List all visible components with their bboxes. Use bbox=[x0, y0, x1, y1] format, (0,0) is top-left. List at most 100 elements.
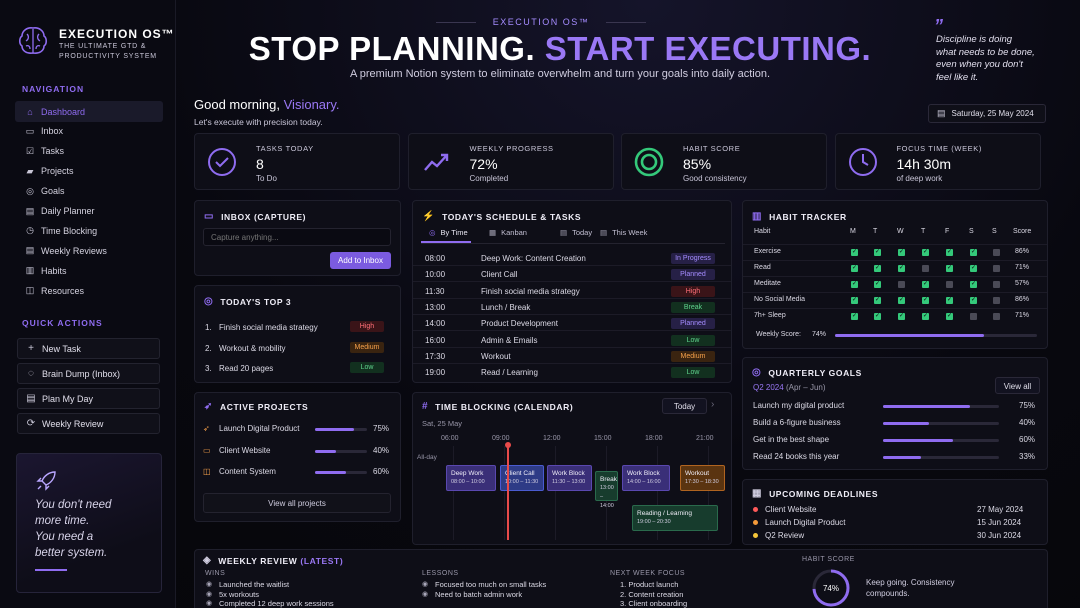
grid-icon: # bbox=[422, 401, 429, 412]
nav-item-inbox[interactable]: ▭ Inbox bbox=[15, 121, 163, 142]
quick-action-plan-my-day[interactable]: ▤ Plan My Day bbox=[17, 388, 160, 409]
schedule-row[interactable]: 14:00 Product Development Planned bbox=[413, 317, 731, 332]
habit-check-done[interactable]: ✓ bbox=[922, 249, 929, 256]
habit-check-done[interactable]: ✓ bbox=[898, 249, 905, 256]
habit-check-empty[interactable] bbox=[993, 281, 1000, 288]
schedule-row[interactable]: 19:00 Read / Learning Low bbox=[413, 366, 731, 380]
habit-check-empty[interactable] bbox=[898, 281, 905, 288]
nav-item-habits[interactable]: ▥ Habits bbox=[15, 260, 163, 281]
habit-check-done[interactable]: ✓ bbox=[851, 265, 858, 272]
habit-check-empty[interactable] bbox=[993, 249, 1000, 256]
habit-check-empty[interactable] bbox=[993, 265, 1000, 272]
habit-check-done[interactable]: ✓ bbox=[851, 313, 858, 320]
date-chip[interactable]: ▤ Saturday, 25 May 2024 bbox=[928, 104, 1046, 123]
project-row[interactable]: ◫ Content System 60% bbox=[195, 466, 400, 480]
nav-item-dashboard[interactable]: ⌂ Dashboard bbox=[15, 101, 163, 122]
habit-check-done[interactable]: ✓ bbox=[946, 297, 953, 304]
habit-check-done[interactable]: ✓ bbox=[946, 265, 953, 272]
quick-action-label: Brain Dump (Inbox) bbox=[42, 368, 121, 379]
tab-by-time[interactable]: ◎ By Time bbox=[429, 228, 468, 237]
habit-check-done[interactable]: ✓ bbox=[922, 297, 929, 304]
habit-check-done[interactable]: ✓ bbox=[970, 281, 977, 288]
habit-check-done[interactable]: ✓ bbox=[851, 249, 858, 256]
tab-label: This Week bbox=[612, 228, 648, 237]
habit-check-done[interactable]: ✓ bbox=[922, 281, 929, 288]
hero-kicker-row: EXECUTION OS™ bbox=[436, 16, 646, 30]
quick-action-brain-dump-inbox[interactable]: ◌ Brain Dump (Inbox) bbox=[17, 363, 160, 384]
habit-check-done[interactable]: ✓ bbox=[874, 313, 881, 320]
habit-col-header: Habit bbox=[754, 228, 771, 235]
habit-check-done[interactable]: ✓ bbox=[874, 281, 881, 288]
event-name: Client Call bbox=[505, 470, 535, 477]
goal-row[interactable]: Launch my digital product 75% bbox=[743, 400, 1047, 413]
habit-check-done[interactable]: ✓ bbox=[851, 297, 858, 304]
tab-today[interactable]: ▤ Today bbox=[560, 228, 592, 237]
quick-action-weekly-review[interactable]: ⟳ Weekly Review bbox=[17, 413, 160, 434]
top3-item[interactable]: 3. Read 20 pages Low bbox=[195, 362, 400, 377]
nav-item-tasks[interactable]: ☑ Tasks bbox=[15, 141, 163, 162]
calendar-event[interactable]: Deep Work 08:00 – 10:00 bbox=[446, 465, 496, 491]
habit-check-empty[interactable] bbox=[922, 265, 929, 272]
habit-check-done[interactable]: ✓ bbox=[922, 313, 929, 320]
schedule-row[interactable]: 10:00 Client Call Planned bbox=[413, 268, 731, 283]
weekly-score-label: Weekly Score: bbox=[756, 331, 801, 338]
goal-row[interactable]: Build a 6-figure business 40% bbox=[743, 417, 1047, 430]
calendar-event[interactable]: Work Block 11:30 – 13:00 bbox=[547, 465, 592, 491]
quick-action-label: New Task bbox=[42, 343, 81, 354]
deadline-row[interactable]: Q2 Review 30 Jun 2024 bbox=[743, 530, 1047, 542]
habit-check-done[interactable]: ✓ bbox=[970, 265, 977, 272]
schedule-row[interactable]: 11:30 Finish social media strategy High bbox=[413, 285, 731, 299]
inbox-capture-input[interactable] bbox=[203, 228, 391, 246]
habit-check-done[interactable]: ✓ bbox=[946, 313, 953, 320]
habit-check-done[interactable]: ✓ bbox=[874, 249, 881, 256]
nav-item-goals[interactable]: ◎ Goals bbox=[15, 181, 163, 202]
tab-this-week[interactable]: ▤ This Week bbox=[600, 228, 647, 237]
schedule-row[interactable]: 13:00 Lunch / Break Break bbox=[413, 301, 731, 315]
habit-check-done[interactable]: ✓ bbox=[851, 281, 858, 288]
quick-action-new-task[interactable]: + New Task bbox=[17, 338, 160, 359]
project-row[interactable]: ▭ Client Website 40% bbox=[195, 445, 400, 459]
habit-check-done[interactable]: ✓ bbox=[898, 297, 905, 304]
habit-check-done[interactable]: ✓ bbox=[898, 313, 905, 320]
habit-check-done[interactable]: ✓ bbox=[874, 297, 881, 304]
habit-check-done[interactable]: ✓ bbox=[898, 265, 905, 272]
tab-kanban[interactable]: ▦ Kanban bbox=[489, 228, 527, 237]
habit-check-done[interactable]: ✓ bbox=[970, 249, 977, 256]
quote-line-1: Discipline is doing bbox=[936, 34, 1013, 45]
top3-item[interactable]: 2. Workout & mobility Medium bbox=[195, 341, 400, 357]
goal-row[interactable]: Read 24 books this year 33% bbox=[743, 451, 1047, 464]
calendar-event[interactable]: Workout 17:30 – 18:30 bbox=[680, 465, 725, 491]
today-button[interactable]: Today bbox=[662, 398, 707, 414]
status-badge: Planned bbox=[671, 318, 715, 330]
calendar-event[interactable]: Work Block 14:00 – 16:00 bbox=[622, 465, 670, 491]
chevron-right-icon[interactable]: › bbox=[711, 399, 715, 410]
view-all-projects-button[interactable]: View all projects bbox=[203, 493, 391, 513]
habit-check-empty[interactable] bbox=[946, 281, 953, 288]
habit-check-empty[interactable] bbox=[993, 297, 1000, 304]
deadline-row[interactable]: Client Website 27 May 2024 bbox=[743, 504, 1047, 516]
deadline-row[interactable]: Launch Digital Product 15 Jun 2024 bbox=[743, 517, 1047, 529]
habit-check-empty[interactable] bbox=[970, 313, 977, 320]
schedule-row[interactable]: 08:00 Deep Work: Content Creation In Progr… bbox=[413, 252, 731, 266]
calendar-event[interactable]: Reading / Learning 19:00 – 20:30 bbox=[632, 505, 718, 531]
habit-check-done[interactable]: ✓ bbox=[970, 297, 977, 304]
stat-label: HABIT SCORE bbox=[683, 144, 741, 153]
habit-check-done[interactable]: ✓ bbox=[874, 265, 881, 272]
calendar-event[interactable]: Break 13:00 – 14:00 bbox=[595, 471, 618, 509]
project-row[interactable]: ➶ Launch Digital Product 75% bbox=[195, 423, 400, 437]
goal-row[interactable]: Get in the best shape 60% bbox=[743, 434, 1047, 447]
schedule-row[interactable]: 17:30 Workout Medium bbox=[413, 350, 731, 364]
add-to-inbox-button[interactable]: Add to Inbox bbox=[330, 252, 391, 269]
nav-item-weekly-reviews[interactable]: ▤ Weekly Reviews bbox=[15, 240, 163, 261]
weekly-score-fill bbox=[835, 334, 985, 337]
nav-item-time-blocking[interactable]: ◷ Time Blocking bbox=[15, 220, 163, 241]
schedule-row[interactable]: 16:00 Admin & Emails Low bbox=[413, 334, 731, 348]
habit-check-done[interactable]: ✓ bbox=[946, 249, 953, 256]
stat-card-habit-score: HABIT SCORE 85% Good consistency bbox=[621, 133, 827, 190]
top3-item[interactable]: 1. Finish social media strategy High bbox=[195, 321, 400, 336]
nav-item-resources[interactable]: ◫ Resources bbox=[15, 280, 163, 301]
view-all-goals-button[interactable]: View all bbox=[995, 377, 1040, 394]
nav-item-projects[interactable]: ▰ Projects bbox=[15, 161, 163, 182]
nav-item-daily-planner[interactable]: ▤ Daily Planner bbox=[15, 201, 163, 222]
habit-check-empty[interactable] bbox=[993, 313, 1000, 320]
